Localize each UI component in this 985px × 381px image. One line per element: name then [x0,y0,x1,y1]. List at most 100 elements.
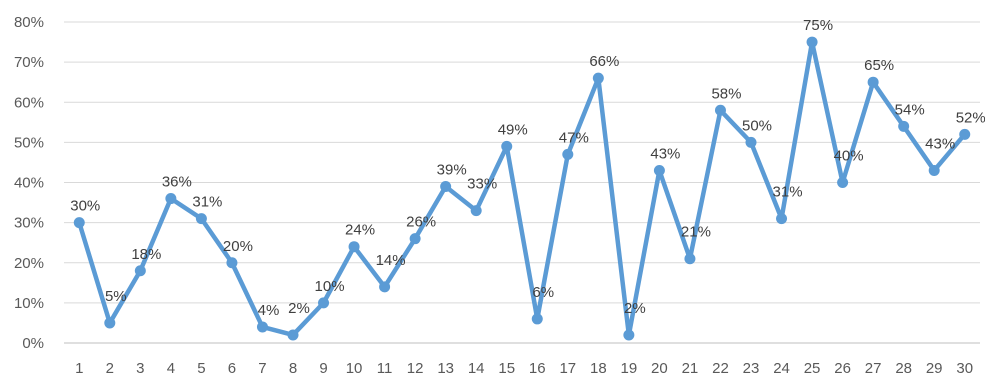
data-point [470,205,482,217]
data-label: 65% [864,57,894,74]
data-label: 49% [498,121,528,138]
data-label: 40% [834,148,864,165]
data-label: 33% [467,176,497,193]
data-label: 20% [223,238,253,255]
data-label: 47% [559,129,589,146]
x-tick-label: 27 [865,360,882,377]
x-tick-label: 8 [289,360,297,377]
x-tick-label: 18 [590,360,607,377]
data-point [928,164,940,176]
x-tick-label: 12 [407,360,424,377]
y-tick-label: 40% [14,175,44,192]
data-point [165,193,177,205]
y-axis-ticks: 0% 10% 20% 30% 40% 50% 60% 70% 80% [14,14,44,352]
data-labels: 30%5%18%36%31%20%4% 2%10%24%14%26%39%33%4… [70,17,985,319]
x-tick-label: 15 [498,360,515,377]
data-label: 31% [773,184,803,201]
x-tick-label: 11 [377,360,393,377]
data-point [898,120,910,132]
x-tick-label: 30 [956,360,973,377]
data-point [837,177,849,188]
x-tick-label: 19 [621,360,638,377]
data-label: 6% [532,284,554,301]
data-point [653,164,665,176]
y-tick-label: 80% [14,14,44,31]
data-point [104,317,116,329]
x-tick-label: 4 [167,360,175,377]
data-point [256,321,268,333]
x-tick-label: 23 [743,360,760,377]
data-point [318,297,330,309]
data-point [195,213,207,225]
x-tick-label: 10 [346,360,363,377]
x-tick-label: 13 [437,360,454,377]
data-point [745,136,757,148]
y-tick-label: 50% [14,134,44,151]
x-tick-label: 22 [712,360,729,377]
data-point [776,213,788,225]
x-tick-label: 21 [682,360,699,377]
data-point [562,148,574,160]
data-label: 2% [288,300,310,317]
data-point [226,257,238,269]
y-tick-label: 0% [22,335,44,352]
data-label: 43% [925,135,955,152]
x-tick-label: 7 [258,360,266,377]
data-point [287,329,299,341]
data-label: 2% [624,300,646,317]
data-point [531,313,543,325]
data-label: 58% [711,85,741,102]
data-label: 10% [315,278,345,295]
x-tick-label: 5 [197,360,205,377]
data-point [714,104,726,116]
data-point [806,36,818,48]
y-tick-label: 10% [14,295,44,312]
gridlines [64,21,980,344]
data-point [134,265,146,277]
x-tick-label: 17 [559,360,576,377]
y-tick-label: 30% [14,215,44,232]
data-point [959,128,971,140]
x-tick-label: 1 [75,360,83,377]
data-label: 5% [105,288,127,305]
x-tick-label: 26 [834,360,851,377]
data-point [684,253,696,265]
data-label: 50% [742,117,772,134]
data-label: 36% [162,174,192,191]
data-label: 52% [956,109,985,126]
data-point [348,241,360,253]
x-tick-label: 6 [228,360,236,377]
data-label: 31% [192,194,222,211]
data-label: 54% [895,101,925,118]
data-point [379,281,391,293]
data-point [867,76,879,88]
x-tick-label: 29 [926,360,943,377]
data-point [440,181,452,193]
x-tick-label: 2 [106,360,114,377]
series-line-path [77,39,967,338]
data-label: 75% [803,17,833,34]
data-label: 26% [406,214,436,231]
data-label: 39% [437,162,467,179]
x-tick-label: 9 [319,360,327,377]
data-point [73,217,85,229]
data-label: 21% [681,224,711,241]
data-point [409,233,421,245]
data-point [592,72,604,84]
x-tick-label: 28 [895,360,912,377]
data-label: 30% [70,198,100,215]
x-tick-label: 20 [651,360,668,377]
series-line [77,39,967,338]
data-label: 66% [589,53,619,70]
data-label: 18% [131,246,161,263]
data-label: 14% [376,252,406,269]
data-label: 24% [345,222,375,239]
data-point [623,329,635,341]
y-tick-label: 20% [14,255,44,272]
x-tick-label: 25 [804,360,821,377]
x-axis-ticks: 1 2 3 4 5 6 7 8 9 10 11 12 13 14 15 16 17 18 19 20 21 22 23 24 2… [75,360,973,377]
x-tick-label: 24 [773,360,790,377]
series-points [73,36,971,341]
